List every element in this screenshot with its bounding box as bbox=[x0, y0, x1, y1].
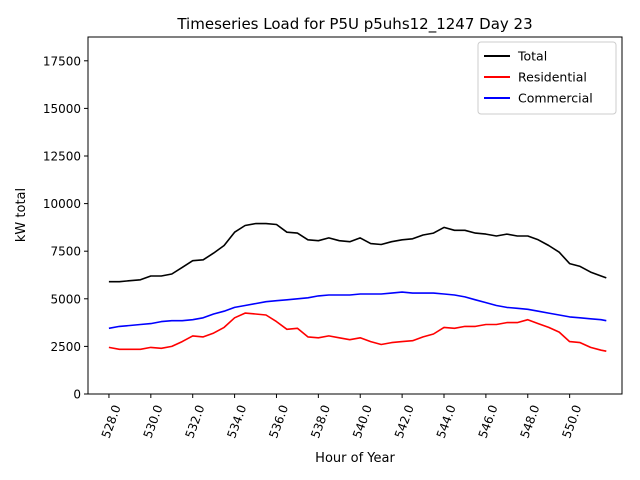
y-tick-label: 17500 bbox=[43, 54, 81, 68]
x-tick-label: 540.0 bbox=[350, 403, 375, 440]
y-tick-label: 15000 bbox=[43, 102, 81, 116]
y-tick-label: 12500 bbox=[43, 150, 81, 164]
plot-frame bbox=[87, 36, 623, 395]
chart-title: Timeseries Load for P5U p5uhs12_1247 Day… bbox=[176, 15, 532, 34]
legend: Total Residential Commercial bbox=[477, 41, 617, 115]
x-tick-label: 542.0 bbox=[392, 403, 417, 440]
x-tick-label: 548.0 bbox=[518, 403, 543, 440]
y-tick-label: 10000 bbox=[43, 197, 81, 211]
x-tick-label: 538.0 bbox=[308, 403, 333, 440]
y-axis-label: kW total bbox=[14, 188, 29, 242]
series-line-commercial bbox=[108, 291, 607, 330]
legend-label: Commercial bbox=[518, 91, 593, 106]
x-tick-label: 536.0 bbox=[266, 403, 291, 440]
x-tick-label: 550.0 bbox=[559, 403, 584, 440]
x-axis-label: Hour of Year bbox=[315, 451, 395, 466]
x-tick-label: 544.0 bbox=[434, 403, 459, 440]
series-line-total bbox=[108, 222, 607, 283]
x-tick-label: 534.0 bbox=[224, 403, 249, 440]
x-tick-label: 532.0 bbox=[183, 403, 208, 440]
series-line-residential bbox=[108, 312, 607, 352]
legend-label: Residential bbox=[518, 70, 587, 85]
x-tick-label: 530.0 bbox=[141, 403, 166, 440]
legend-label: Total bbox=[517, 49, 547, 64]
legend-box bbox=[477, 41, 617, 115]
y-axis-ticks: 0 2500 5000 7500 10000 12500 15000 17500 bbox=[43, 54, 88, 402]
y-tick-label: 5000 bbox=[50, 292, 81, 306]
y-tick-label: 7500 bbox=[50, 245, 81, 259]
x-axis-ticks: 528.0 530.0 532.0 534.0 536.0 538.0 540.0 542.0… bbox=[99, 394, 584, 440]
series-lines bbox=[108, 222, 607, 352]
y-tick-label: 0 bbox=[73, 388, 81, 402]
x-tick-label: 546.0 bbox=[476, 403, 501, 440]
y-tick-label: 2500 bbox=[50, 340, 81, 354]
x-tick-label: 528.0 bbox=[99, 403, 124, 440]
